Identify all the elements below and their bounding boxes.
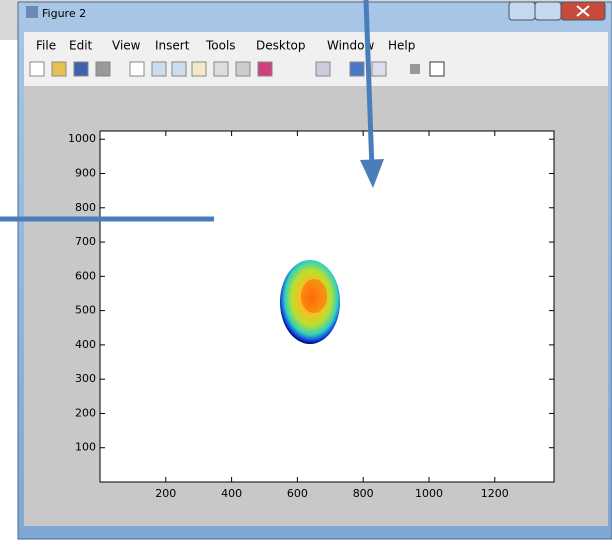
menu-item[interactable]: Tools [205,39,236,53]
y-tick-label: 200 [75,406,96,419]
window-title: Figure 2 [42,7,86,20]
tool-icon[interactable] [130,62,144,76]
x-tick-label: 400 [221,487,242,500]
tool-icon[interactable] [74,62,88,76]
menu-item[interactable]: Edit [69,39,93,53]
tool-icon[interactable] [236,62,250,76]
menu-item[interactable]: View [112,39,141,53]
maximize-button[interactable] [535,2,561,20]
tool-icon[interactable] [30,62,44,76]
y-tick-label: 800 [75,201,96,214]
y-tick-label: 600 [75,269,96,282]
tool-icon[interactable] [214,62,228,76]
y-tick-label: 500 [75,304,96,317]
y-tick-label: 900 [75,167,96,180]
y-tick-label: 100 [75,441,96,454]
tool-icon[interactable] [172,62,186,76]
menu-item[interactable]: File [36,39,56,53]
tool-icon[interactable] [258,62,272,76]
tool-icon[interactable] [152,62,166,76]
tool-icon[interactable] [430,62,444,76]
tool-icon[interactable] [192,62,206,76]
menu-item[interactable]: Help [388,39,415,53]
tool-icon[interactable] [52,62,66,76]
x-tick-label: 200 [155,487,176,500]
image-blob [280,260,340,344]
y-tick-label: 400 [75,338,96,351]
menu-item[interactable]: Insert [155,39,190,53]
x-tick-label: 1200 [481,487,509,500]
image-core [301,279,327,313]
tool-icon[interactable] [372,62,386,76]
x-tick-label: 600 [287,487,308,500]
x-tick-label: 800 [353,487,374,500]
window-icon [26,6,38,18]
y-tick-label: 1000 [68,132,96,145]
page: Figure 2 FileEditViewInsertToolsDesktopW… [0,0,612,541]
x-tick-label: 1000 [415,487,443,500]
y-tick-label: 300 [75,372,96,385]
tool-icon[interactable] [350,62,364,76]
tool-icon[interactable] [96,62,110,76]
tool-icon[interactable] [316,62,330,76]
minimize-button[interactable] [509,2,535,20]
screenshot: Figure 2 FileEditViewInsertToolsDesktopW… [0,0,612,541]
tool-icon[interactable] [410,64,420,74]
y-tick-label: 700 [75,235,96,248]
menu-item[interactable]: Desktop [256,39,306,53]
